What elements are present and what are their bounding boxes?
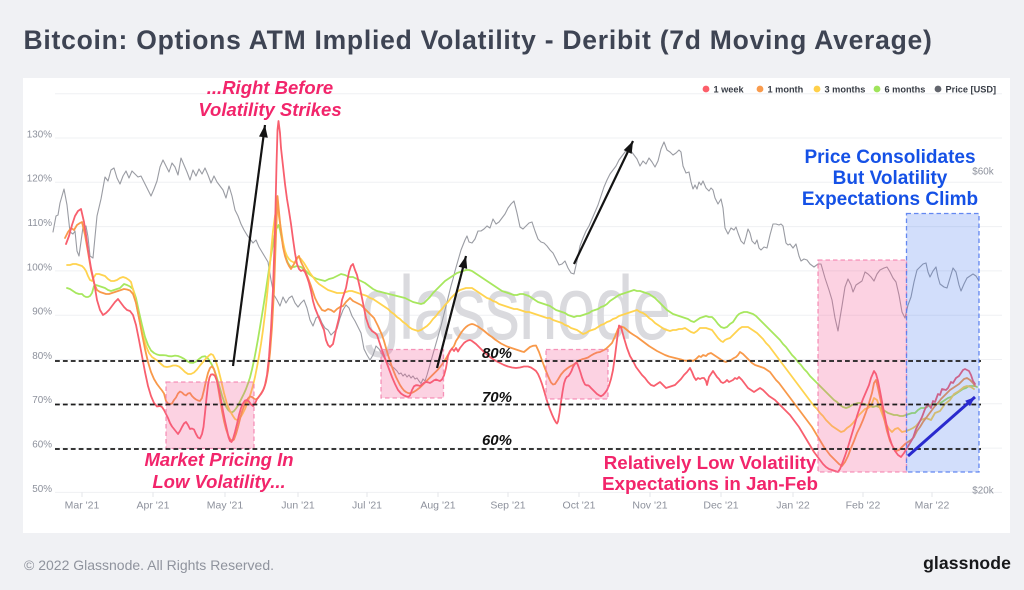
svg-text:Jul '21: Jul '21 [352, 500, 382, 512]
svg-text:Nov '21: Nov '21 [632, 500, 667, 512]
svg-text:60%: 60% [32, 440, 52, 451]
svg-text:Market Pricing In: Market Pricing In [144, 449, 293, 470]
svg-text:Jun '21: Jun '21 [281, 500, 315, 512]
svg-text:May '21: May '21 [207, 500, 244, 512]
svg-text:Volatility Strikes: Volatility Strikes [198, 99, 341, 120]
svg-text:90%: 90% [32, 307, 52, 318]
svg-text:6 months: 6 months [885, 84, 926, 94]
svg-text:Jan '22: Jan '22 [776, 500, 810, 512]
svg-text:Low Volatility...: Low Volatility... [152, 471, 285, 492]
svg-text:50%: 50% [32, 484, 52, 495]
svg-text:1 week: 1 week [714, 84, 745, 94]
svg-text:80%: 80% [482, 345, 512, 362]
svg-text:3 months: 3 months [825, 84, 866, 94]
svg-text:Price Consolidates: Price Consolidates [804, 147, 975, 168]
svg-text:60%: 60% [482, 432, 512, 449]
svg-text:Bitcoin: Options ATM Implied V: Bitcoin: Options ATM Implied Volatility … [24, 25, 933, 55]
svg-text:70%: 70% [482, 389, 512, 406]
svg-text:70%: 70% [32, 395, 52, 406]
svg-text:Oct '21: Oct '21 [563, 500, 596, 512]
svg-text:120%: 120% [27, 174, 52, 185]
svg-text:...Right Before: ...Right Before [207, 77, 333, 98]
svg-text:110%: 110% [27, 218, 52, 229]
svg-text:Sep '21: Sep '21 [490, 500, 525, 512]
svg-text:glassnode: glassnode [923, 553, 1011, 573]
svg-text:Expectations in Jan-Feb: Expectations in Jan-Feb [602, 473, 818, 494]
svg-text:Dec '21: Dec '21 [703, 500, 738, 512]
svg-text:Relatively Low Volatility: Relatively Low Volatility [604, 452, 817, 473]
svg-text:1 month: 1 month [768, 84, 804, 94]
svg-text:80%: 80% [32, 351, 52, 362]
svg-text:130%: 130% [27, 129, 52, 140]
svg-text:But Volatility: But Volatility [833, 168, 948, 189]
svg-text:Mar '21: Mar '21 [65, 500, 100, 512]
svg-text:100%: 100% [27, 262, 52, 273]
svg-text:Mar '22: Mar '22 [915, 500, 950, 512]
svg-text:$60k: $60k [972, 167, 993, 178]
svg-text:$20k: $20k [972, 486, 993, 497]
svg-text:Feb '22: Feb '22 [846, 500, 881, 512]
svg-text:© 2022 Glassnode. All Rights R: © 2022 Glassnode. All Rights Reserved. [24, 557, 274, 573]
svg-text:Price [USD]: Price [USD] [946, 84, 997, 94]
svg-text:Apr '21: Apr '21 [137, 500, 170, 512]
svg-text:Aug '21: Aug '21 [420, 500, 455, 512]
svg-text:Expectations Climb: Expectations Climb [802, 189, 978, 210]
